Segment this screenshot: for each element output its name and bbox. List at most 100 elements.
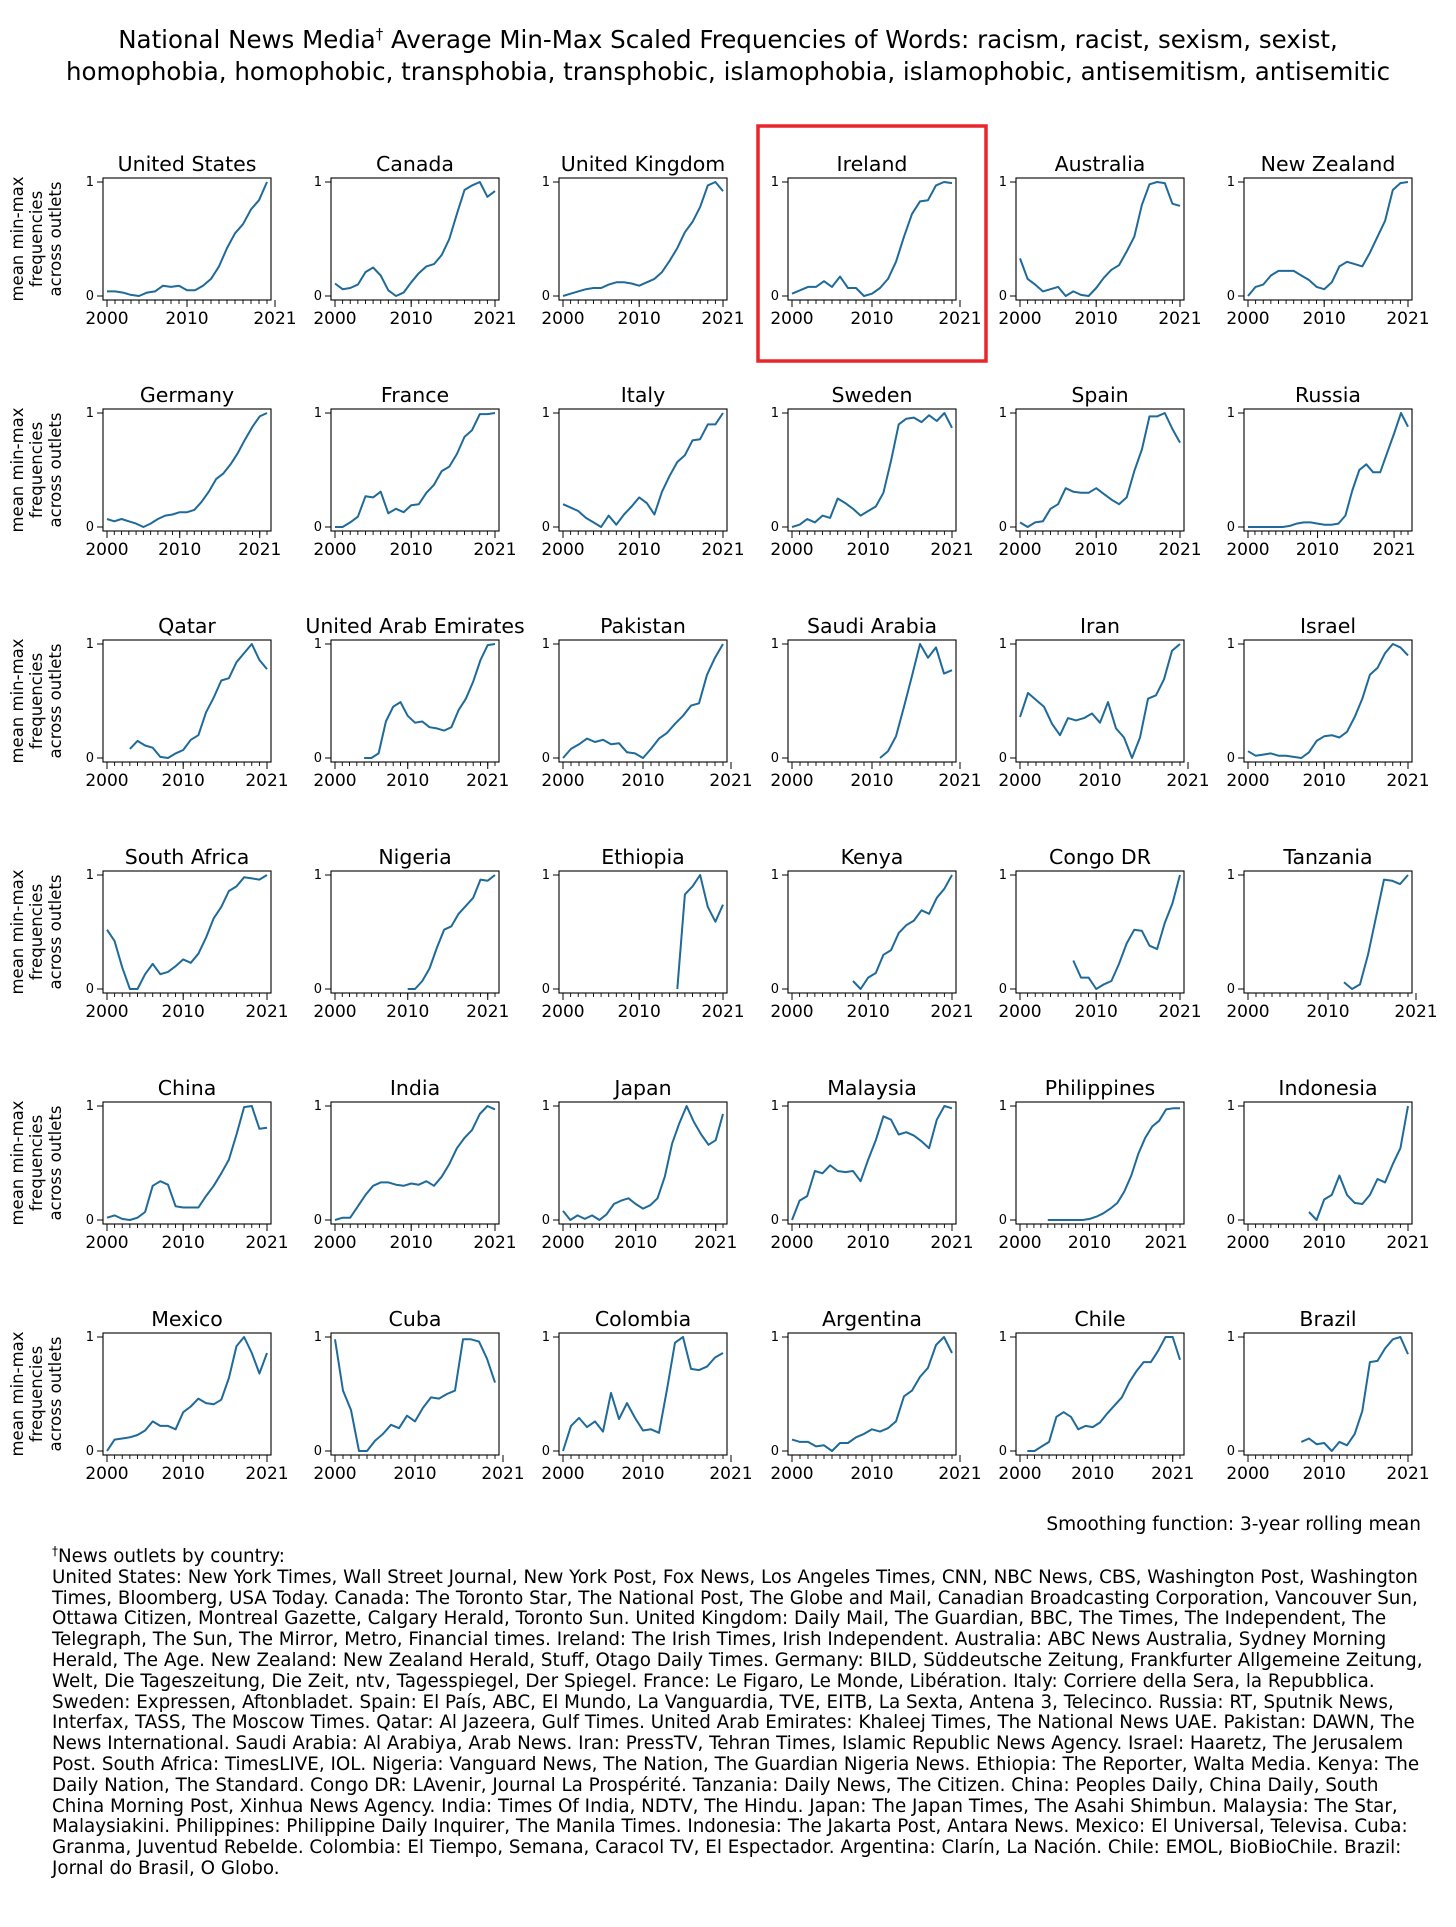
x-tick-label: 2021 [473, 540, 516, 560]
y-tick-label: 0 [86, 751, 94, 766]
chart-panel: United States 2000 2010 2021 0 1 mean min-maxf… [8, 152, 297, 329]
plot-frame [330, 408, 500, 532]
y-tick-label: 1 [771, 1330, 779, 1345]
x-tick-label: 2010 [386, 1002, 429, 1022]
y-axis-label-line: across outlets [46, 1337, 65, 1452]
series-line [1343, 874, 1409, 990]
x-tick-label: 2021 [466, 771, 509, 791]
plot-frame [1015, 177, 1185, 301]
x-tick-label: 2000 [313, 1233, 356, 1253]
y-tick-label: 0 [86, 1444, 94, 1459]
x-tick-label: 2010 [850, 1464, 893, 1484]
chart-panel: Qatar 2000 2010 2021 0 1 mean min-maxfrequenci… [8, 614, 289, 791]
x-tick-label: 2021 [701, 540, 744, 560]
figure-title-line1: National News Media [118, 25, 376, 55]
chart-panel: Sweden 2000 2010 2021 0 1 [770, 383, 973, 560]
y-tick-label: 0 [999, 1444, 1007, 1459]
y-axis-label-line: frequencies [27, 422, 46, 518]
x-tick-label: 2010 [390, 309, 433, 329]
x-tick-label: 2010 [1068, 1233, 1111, 1253]
x-tick-label: 2010 [621, 771, 664, 791]
x-tick-label: 2021 [930, 540, 973, 560]
x-tick-label: 2021 [481, 1464, 524, 1484]
x-tick-label: 2021 [473, 309, 516, 329]
plot-frame [1243, 870, 1413, 994]
title-dagger-mark: † [375, 25, 384, 43]
chart-panel: Spain 2000 2010 2021 0 1 [998, 383, 1201, 560]
x-tick-label: 2021 [253, 309, 296, 329]
panel-title: Ethiopia [601, 845, 685, 869]
y-tick-label: 1 [1227, 637, 1235, 652]
panel-title: Sweden [831, 383, 912, 407]
y-tick-label: 1 [86, 406, 94, 421]
x-tick-label: 2000 [85, 1233, 128, 1253]
x-tick-label: 2000 [85, 309, 128, 329]
x-tick-label: 2021 [701, 1002, 744, 1022]
chart-panel: Kenya 2000 2010 2021 0 1 [770, 845, 973, 1022]
panel-title: Chile [1074, 1307, 1125, 1331]
panel-title: Mexico [151, 1307, 223, 1331]
series-line [1247, 181, 1409, 297]
y-tick-label: 1 [771, 1099, 779, 1114]
plot-frame [1243, 639, 1413, 763]
x-tick-label: 2010 [1296, 540, 1339, 560]
x-tick-label: 2010 [1303, 1233, 1346, 1253]
series-line [879, 643, 953, 759]
series-line [106, 874, 268, 990]
y-tick-label: 1 [771, 175, 779, 190]
y-axis-label-line: across outlets [46, 644, 65, 759]
x-tick-label: 2000 [313, 540, 356, 560]
panel-title: United Arab Emirates [305, 614, 524, 638]
y-axis-label-line: mean min-max [8, 638, 27, 763]
y-tick-label: 1 [542, 868, 550, 883]
x-tick-label: 2021 [938, 1464, 981, 1484]
y-tick-label: 1 [1227, 1330, 1235, 1345]
chart-panel: Russia 2000 2010 2021 0 1 [1226, 383, 1415, 560]
chart-panel: Iran 2000 2010 2021 0 1 [998, 614, 1209, 791]
x-tick-label: 2000 [770, 771, 813, 791]
x-tick-label: 2000 [998, 540, 1041, 560]
series-line [562, 1336, 724, 1452]
y-axis-label: mean min-maxfrequenciesacross outlets [8, 1331, 65, 1456]
panel-title: Colombia [595, 1307, 691, 1331]
x-tick-label: 2010 [618, 1002, 661, 1022]
figure-title-line2: homophobia, homophobic, transphobia, tra… [65, 57, 1391, 87]
series-line [1300, 1336, 1409, 1452]
y-tick-label: 0 [771, 520, 779, 535]
y-tick-label: 0 [1227, 520, 1235, 535]
x-tick-label: 2010 [1071, 1464, 1114, 1484]
x-tick-label: 2000 [998, 1002, 1041, 1022]
y-tick-label: 0 [999, 982, 1007, 997]
plot-frame [558, 639, 728, 763]
panel-title: Russia [1295, 383, 1361, 407]
x-tick-label: 2000 [541, 309, 584, 329]
chart-panel: Ireland 2000 2010 2021 0 1 [756, 124, 988, 363]
chart-panel: Italy 2000 2010 2021 0 1 [541, 383, 744, 560]
footnote-body: United States: New York Times, Wall Stre… [52, 1566, 1423, 1880]
figure-title-line1-rest: Average Min-Max Scaled Frequencies of Wo… [383, 25, 1338, 55]
series-line [791, 412, 953, 528]
y-tick-label: 0 [771, 289, 779, 304]
y-tick-label: 0 [771, 1213, 779, 1228]
chart-panel: United Kingdom 2000 2010 2021 0 1 [541, 152, 744, 329]
y-tick-label: 0 [1227, 982, 1235, 997]
y-axis-label-line: across outlets [46, 1106, 65, 1221]
panel-title: Ireland [837, 152, 908, 176]
chart-panel: Australia 2000 2010 2021 0 1 [998, 152, 1201, 329]
x-tick-label: 2021 [1158, 540, 1201, 560]
chart-panel: United Arab Emirates 2000 2010 2021 0 1 [305, 614, 524, 791]
series-line [106, 1336, 268, 1452]
y-tick-label: 0 [86, 1213, 94, 1228]
chart-panel: Congo DR 2000 2010 2021 0 1 [998, 845, 1201, 1022]
y-axis-label: mean min-maxfrequenciesacross outlets [8, 176, 65, 301]
series-line [791, 1336, 953, 1452]
plot-frame [330, 177, 500, 301]
y-tick-label: 0 [999, 751, 1007, 766]
plot-frame [558, 177, 728, 301]
plot-frame [1243, 408, 1413, 532]
panel-title: Qatar [158, 614, 216, 638]
panel-title: China [158, 1076, 217, 1100]
panel-title: Tanzania [1282, 845, 1372, 869]
x-tick-label: 2000 [313, 771, 356, 791]
chart-panel: Tanzania 2000 2010 2021 0 1 [1226, 845, 1437, 1022]
